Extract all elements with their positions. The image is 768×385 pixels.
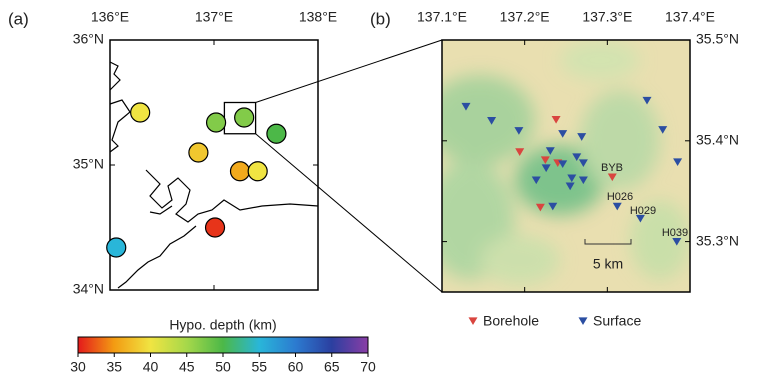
figure: (a) (b) BYB H026 H029 H039 5 km Hypo. de… [0, 0, 768, 380]
x-tick-label: 137.4°E [665, 9, 715, 25]
y-tick-label: 35.3°N [696, 232, 739, 248]
station-label: H026 [607, 191, 633, 203]
scale-label: 5 km [593, 256, 623, 272]
x-tick-label: 137.2°E [500, 9, 550, 25]
event [189, 143, 208, 162]
event [231, 162, 250, 181]
panel-label: (a) [8, 9, 29, 28]
map-frame [110, 40, 318, 290]
colorbar-tick-label: 40 [143, 359, 159, 375]
colorbar-tick-label: 65 [324, 359, 340, 375]
y-tick-label: 35.5°N [696, 31, 739, 47]
connector [256, 134, 442, 292]
legend-label: Surface [593, 313, 641, 329]
station-label: H039 [662, 227, 688, 239]
event [235, 108, 254, 127]
colorbar-tick-label: 50 [215, 359, 231, 375]
colorbar-title: Hypo. depth (km) [169, 317, 276, 333]
colorbar-tick-label: 30 [70, 359, 86, 375]
legend-marker [579, 317, 588, 325]
x-tick-label: 137.3°E [582, 9, 632, 25]
legend-label: Borehole [483, 313, 539, 329]
y-tick-label: 35°N [73, 156, 104, 172]
y-tick-label: 34°N [73, 281, 104, 297]
connector [256, 40, 442, 103]
event [248, 162, 267, 181]
colorbar-tick-label: 55 [251, 359, 267, 375]
event [207, 113, 226, 132]
x-tick-label: 136°E [91, 9, 129, 25]
panel-label: (b) [370, 9, 391, 28]
event [107, 238, 126, 257]
event [206, 218, 225, 237]
x-tick-label: 137°E [195, 9, 233, 25]
event [267, 124, 286, 143]
colorbar [78, 337, 368, 353]
colorbar-tick-label: 60 [288, 359, 304, 375]
y-tick-label: 35.4°N [696, 132, 739, 148]
x-tick-label: 137.1°E [417, 9, 467, 25]
station-label: BYB [601, 162, 623, 174]
colorbar-tick-label: 45 [179, 359, 195, 375]
coastline [110, 62, 318, 288]
y-tick-label: 36°N [73, 31, 104, 47]
legend-marker [469, 317, 478, 325]
event [131, 103, 150, 122]
colorbar-tick-label: 70 [360, 359, 376, 375]
x-tick-label: 138°E [299, 9, 337, 25]
colorbar-tick-label: 35 [106, 359, 122, 375]
